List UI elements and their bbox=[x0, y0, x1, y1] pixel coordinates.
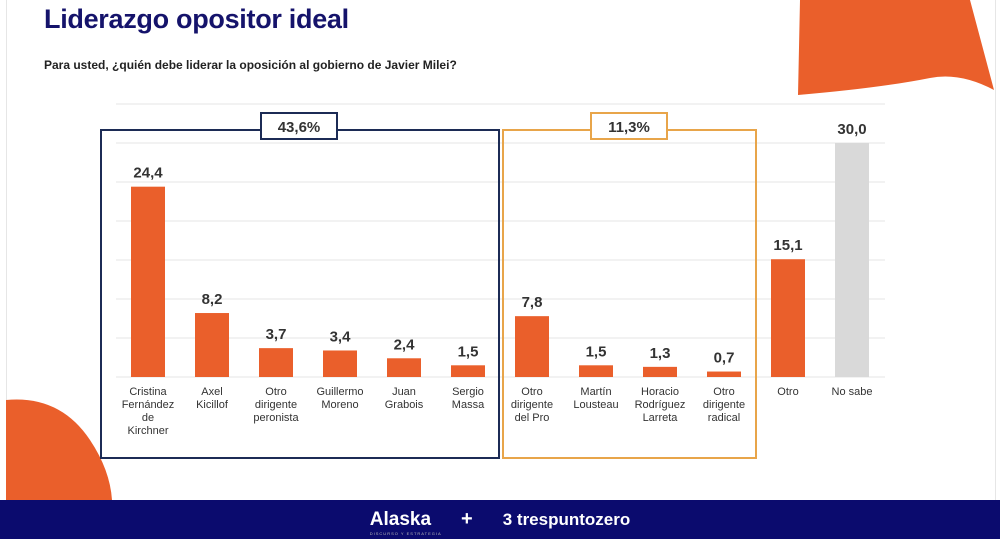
bar bbox=[643, 366, 677, 377]
category-label: Kirchner bbox=[128, 425, 169, 437]
data-label: 8,2 bbox=[202, 291, 223, 308]
group-total-badge bbox=[590, 112, 668, 140]
decor-orange-shape-bottom bbox=[6, 399, 112, 500]
data-label: 15,1 bbox=[773, 237, 802, 254]
category-label: Cristina bbox=[129, 386, 167, 398]
category-label: dirigente bbox=[511, 399, 553, 411]
data-label: 1,5 bbox=[458, 343, 479, 360]
bar bbox=[387, 358, 421, 377]
data-label: 1,3 bbox=[650, 345, 671, 362]
bar bbox=[515, 316, 549, 377]
category-label: Axel bbox=[201, 386, 222, 398]
category-label: Moreno bbox=[321, 399, 358, 411]
page-title: Liderazgo opositor ideal bbox=[44, 4, 349, 34]
chart-subtitle: Para usted, ¿quién debe liderar la oposi… bbox=[44, 58, 457, 72]
decor-orange-shape-top bbox=[798, 0, 994, 95]
category-label: dirigente bbox=[255, 399, 297, 411]
category-label: No sabe bbox=[832, 386, 873, 398]
group-total-badge bbox=[260, 112, 338, 140]
category-label: Sergio bbox=[452, 386, 484, 398]
bar bbox=[451, 365, 485, 377]
category-label: dirigente bbox=[703, 399, 745, 411]
data-label: 7,8 bbox=[522, 294, 543, 311]
category-label: Otro bbox=[713, 386, 734, 398]
category-label: Guillermo bbox=[316, 386, 363, 398]
footer-bar: Alaska DISCURSO Y ESTRATEGIA + 3 trespunt… bbox=[0, 500, 1000, 539]
category-label: Otro bbox=[777, 386, 798, 398]
category-label: Grabois bbox=[385, 399, 424, 411]
data-label: 30,0 bbox=[837, 121, 866, 138]
bar bbox=[195, 313, 229, 377]
data-label: 3,7 bbox=[266, 326, 287, 343]
bar bbox=[771, 259, 805, 377]
data-label: 1,5 bbox=[586, 343, 607, 360]
group-total-label: 43,6% bbox=[278, 119, 321, 136]
group-total-label: 11,3% bbox=[608, 119, 650, 136]
category-label: Otro bbox=[265, 386, 286, 398]
category-label: Larreta bbox=[643, 412, 679, 424]
trespuntozero-logo: 3 trespuntozero bbox=[502, 509, 631, 529]
bar bbox=[323, 350, 357, 377]
category-label: Lousteau bbox=[573, 399, 618, 411]
bar bbox=[579, 365, 613, 377]
bar bbox=[131, 186, 165, 377]
category-label: Fernández bbox=[122, 399, 175, 411]
data-label: 0,7 bbox=[714, 350, 735, 367]
category-label: Kicillof bbox=[196, 399, 229, 411]
bar bbox=[259, 348, 293, 377]
category-label: radical bbox=[708, 412, 740, 424]
category-label: Martín bbox=[580, 386, 611, 398]
category-label: Massa bbox=[452, 399, 485, 411]
data-label: 24,4 bbox=[133, 165, 163, 182]
alaska-logo: Alaska DISCURSO Y ESTRATEGIA bbox=[369, 508, 442, 536]
data-label: 3,4 bbox=[330, 328, 352, 345]
category-label: de bbox=[142, 412, 154, 424]
plus-sign: + bbox=[461, 508, 473, 530]
category-label: peronista bbox=[253, 412, 299, 424]
category-label: del Pro bbox=[515, 412, 550, 424]
bar bbox=[835, 143, 869, 377]
category-label: Otro bbox=[521, 386, 542, 398]
bar bbox=[707, 371, 741, 377]
data-label: 2,4 bbox=[394, 336, 416, 353]
category-label: Rodríguez bbox=[635, 399, 686, 411]
category-label: Horacio bbox=[641, 386, 679, 398]
category-label: Juan bbox=[392, 386, 416, 398]
